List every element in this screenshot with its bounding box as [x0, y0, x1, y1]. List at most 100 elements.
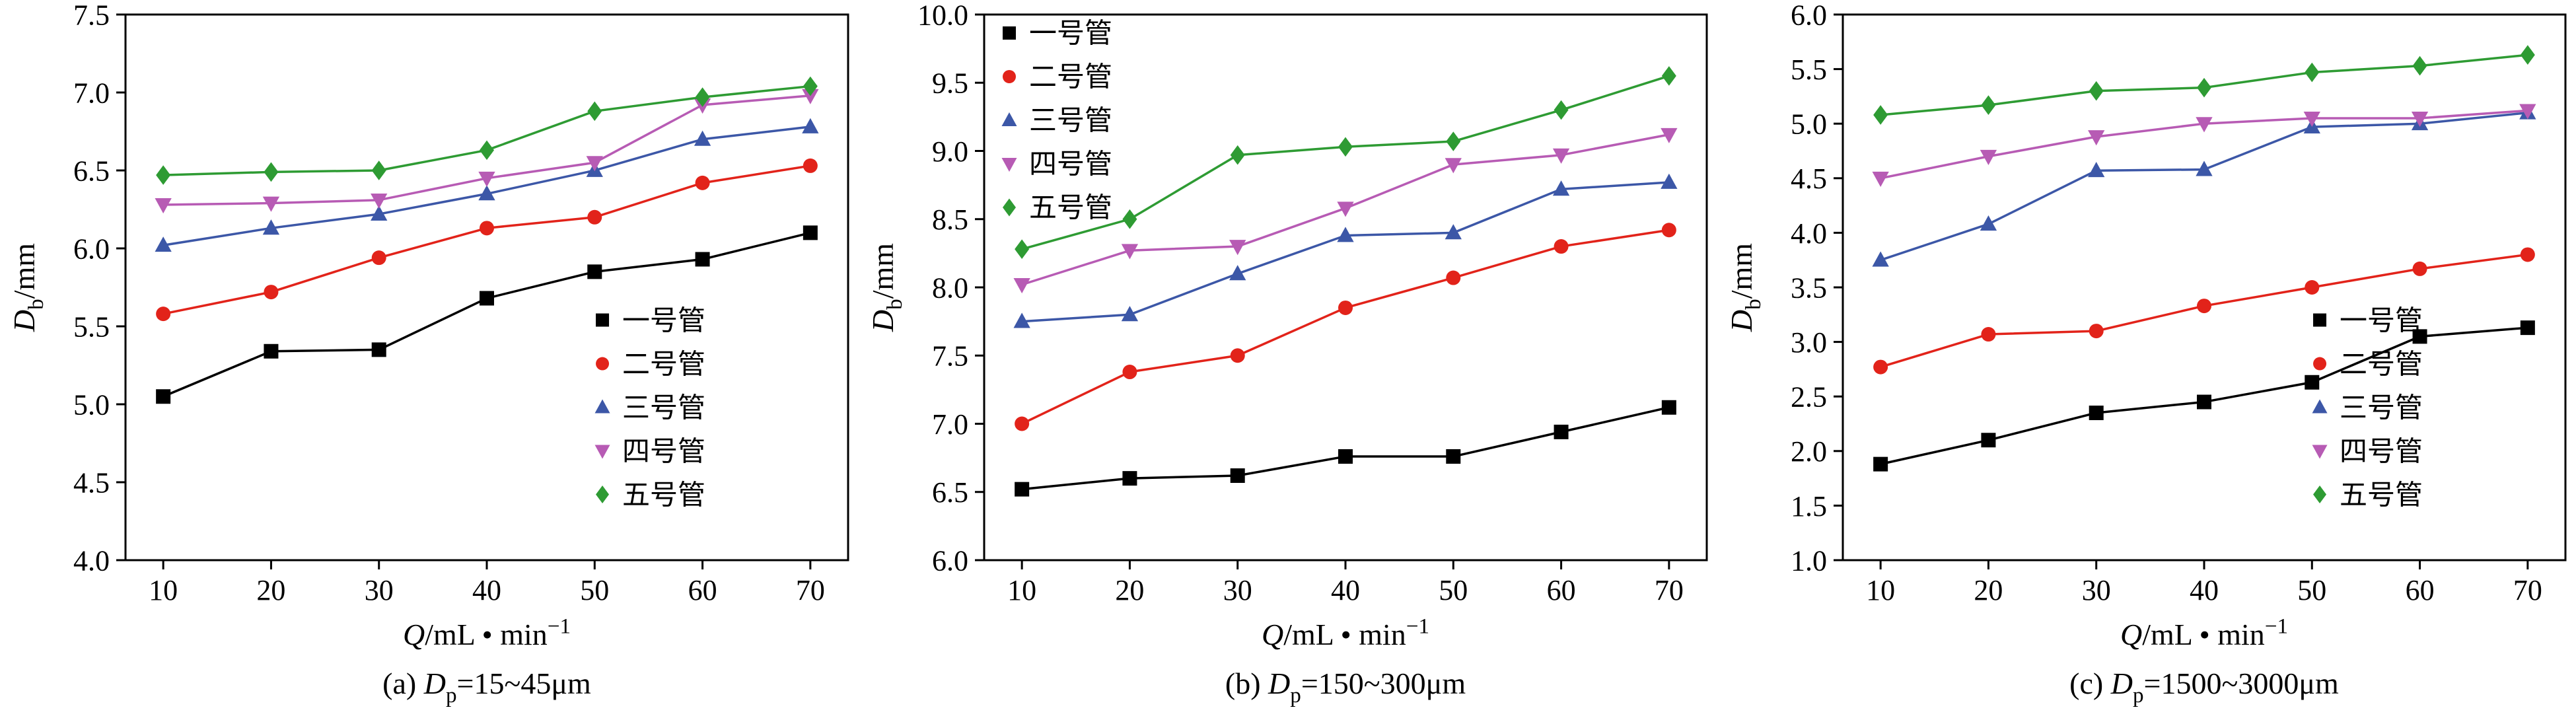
legend-label: 三号管: [1029, 106, 1112, 137]
y-axis: 6.0 6.5 7.0 7.5 8.0 8.5 9.0 9.5 10.0: [917, 0, 984, 577]
x-axis-title: Q/mL • min−1: [1262, 614, 1429, 651]
x-tick-label: 70: [796, 574, 825, 606]
y-axis-title: Db/mm: [866, 243, 907, 332]
x-axis: 10 20 30 40 50 60 70: [149, 560, 825, 606]
chart-a-svg: 4.0 4.5 5.0 5.5 6.0 6.5 7.0 7.5 10 20 30 40 50 60 70 Q/…: [0, 0, 859, 724]
x-axis: 10 20 30 40 50 60 70: [1007, 560, 1684, 606]
y-tick-label: 7.0: [932, 408, 968, 441]
chart-panel-a: 4.0 4.5 5.0 5.5 6.0 6.5 7.0 7.5 10 20 30 40 50 60 70 Q/…: [0, 0, 859, 724]
chart-c-svg: 1.0 1.5 2.0 2.5 3.0 3.5 4.0 4.5 5.0 5.5 6.0 10 20 30 4…: [1717, 0, 2576, 724]
x-tick-label: 20: [256, 574, 285, 606]
series-tube-1: [1873, 320, 2535, 472]
series-tube-2: [1015, 223, 1676, 431]
x-tick-label: 40: [472, 574, 501, 606]
x-tick-label: 40: [1331, 574, 1360, 606]
x-tick-label: 50: [580, 574, 609, 606]
y-axis: 4.0 4.5 5.0 5.5 6.0 6.5 7.0 7.5: [73, 0, 125, 577]
legend-label: 一号管: [622, 306, 705, 336]
series-tube-4: [1872, 104, 2536, 187]
legend-label: 五号管: [1029, 194, 1112, 224]
chart-caption: (b) Dp=150~300μm: [1225, 667, 1466, 707]
series-tube-2: [1873, 247, 2535, 375]
chart-background: [859, 0, 1717, 724]
legend-label: 一号管: [2340, 306, 2423, 336]
series-tube-4: [1013, 127, 1678, 294]
legend-item: 四号管: [594, 437, 705, 467]
chart-panel-b: 6.0 6.5 7.0 7.5 8.0 8.5 9.0 9.5 10.0 10 20 30 40 50 60…: [859, 0, 1717, 724]
chart-background: [1717, 0, 2576, 724]
y-tick-label: 5.0: [1791, 108, 1827, 141]
y-tick-label: 4.0: [73, 544, 110, 577]
x-tick-label: 40: [2190, 574, 2219, 606]
x-tick-label: 10: [149, 574, 178, 606]
legend-label: 二号管: [1029, 63, 1112, 93]
y-tick-label: 7.0: [73, 77, 110, 109]
legend-label: 五号管: [622, 480, 705, 511]
y-tick-label: 6.0: [73, 233, 110, 265]
legend-label: 三号管: [622, 393, 705, 423]
chart-caption: (c) Dp=1500~3000μm: [2069, 667, 2339, 707]
y-tick-label: 7.5: [73, 0, 110, 31]
y-tick-label: 7.5: [932, 340, 968, 373]
y-tick-label: 2.0: [1791, 435, 1827, 468]
series-tube-3: [155, 118, 819, 252]
x-tick-label: 70: [2513, 574, 2542, 606]
x-tick-label: 30: [1223, 574, 1252, 606]
legend-item: 五号管: [1003, 194, 1112, 224]
legend-item: 二号管: [1003, 63, 1112, 93]
series-tube-2: [156, 158, 818, 322]
x-tick-label: 30: [365, 574, 394, 606]
y-tick-label: 5.5: [1791, 54, 1827, 86]
x-tick-label: 50: [2297, 574, 2326, 606]
y-tick-label: 8.0: [932, 272, 968, 304]
y-tick-label: 6.5: [932, 476, 968, 509]
legend-label: 二号管: [622, 349, 705, 380]
legend-label: 四号管: [1029, 150, 1112, 180]
legend-label: 四号管: [622, 437, 705, 467]
legend-label: 五号管: [2340, 480, 2423, 511]
legend-item: 三号管: [594, 393, 705, 423]
x-tick-label: 70: [1655, 574, 1684, 606]
y-tick-label: 6.0: [932, 544, 968, 577]
y-axis: 1.0 1.5 2.0 2.5 3.0 3.5 4.0 4.5 5.0 5.5 6.0: [1791, 0, 1843, 577]
legend-label: 三号管: [2340, 393, 2423, 423]
x-tick-label: 50: [1439, 574, 1468, 606]
x-tick-label: 60: [2406, 574, 2435, 606]
y-tick-label: 3.5: [1791, 272, 1827, 304]
y-tick-label: 10.0: [917, 0, 968, 31]
legend-label: 四号管: [2340, 437, 2423, 467]
legend-item: 二号管: [2313, 349, 2423, 380]
x-tick-label: 10: [1007, 574, 1036, 606]
series-tube-1: [156, 225, 818, 404]
y-tick-label: 9.0: [932, 135, 968, 168]
y-tick-label: 5.0: [73, 388, 110, 421]
x-axis-title: Q/mL • min−1: [2120, 614, 2288, 651]
chart-panel-c: 1.0 1.5 2.0 2.5 3.0 3.5 4.0 4.5 5.0 5.5 6.0 10 20 30 4…: [1717, 0, 2576, 724]
x-tick-label: 20: [1974, 574, 2003, 606]
y-tick-label: 4.5: [1791, 163, 1827, 195]
legend-label: 一号管: [1029, 19, 1112, 50]
y-tick-label: 1.0: [1791, 544, 1827, 577]
legend-item: 一号管: [1003, 19, 1112, 50]
x-tick-label: 10: [1866, 574, 1895, 606]
y-tick-label: 6.0: [1791, 0, 1827, 31]
x-tick-label: 20: [1115, 574, 1144, 606]
legend-item: 四号管: [2312, 437, 2423, 467]
legend-item: 一号管: [2313, 306, 2423, 336]
legend-item: 五号管: [2313, 480, 2423, 511]
x-axis-title: Q/mL • min−1: [403, 614, 571, 651]
y-axis-title: Db/mm: [7, 243, 48, 332]
chart-b-svg: 6.0 6.5 7.0 7.5 8.0 8.5 9.0 9.5 10.0 10 20 30 40 50 60…: [859, 0, 1717, 724]
y-tick-label: 4.5: [73, 466, 110, 499]
x-tick-label: 60: [1547, 574, 1576, 606]
series-tube-5: [1873, 45, 2535, 125]
legend-item: 四号管: [1001, 150, 1112, 180]
y-tick-label: 6.5: [73, 155, 110, 187]
y-tick-label: 4.0: [1791, 217, 1827, 250]
legend-item: 二号管: [596, 349, 705, 380]
x-axis: 10 20 30 40 50 60 70: [1866, 560, 2542, 606]
